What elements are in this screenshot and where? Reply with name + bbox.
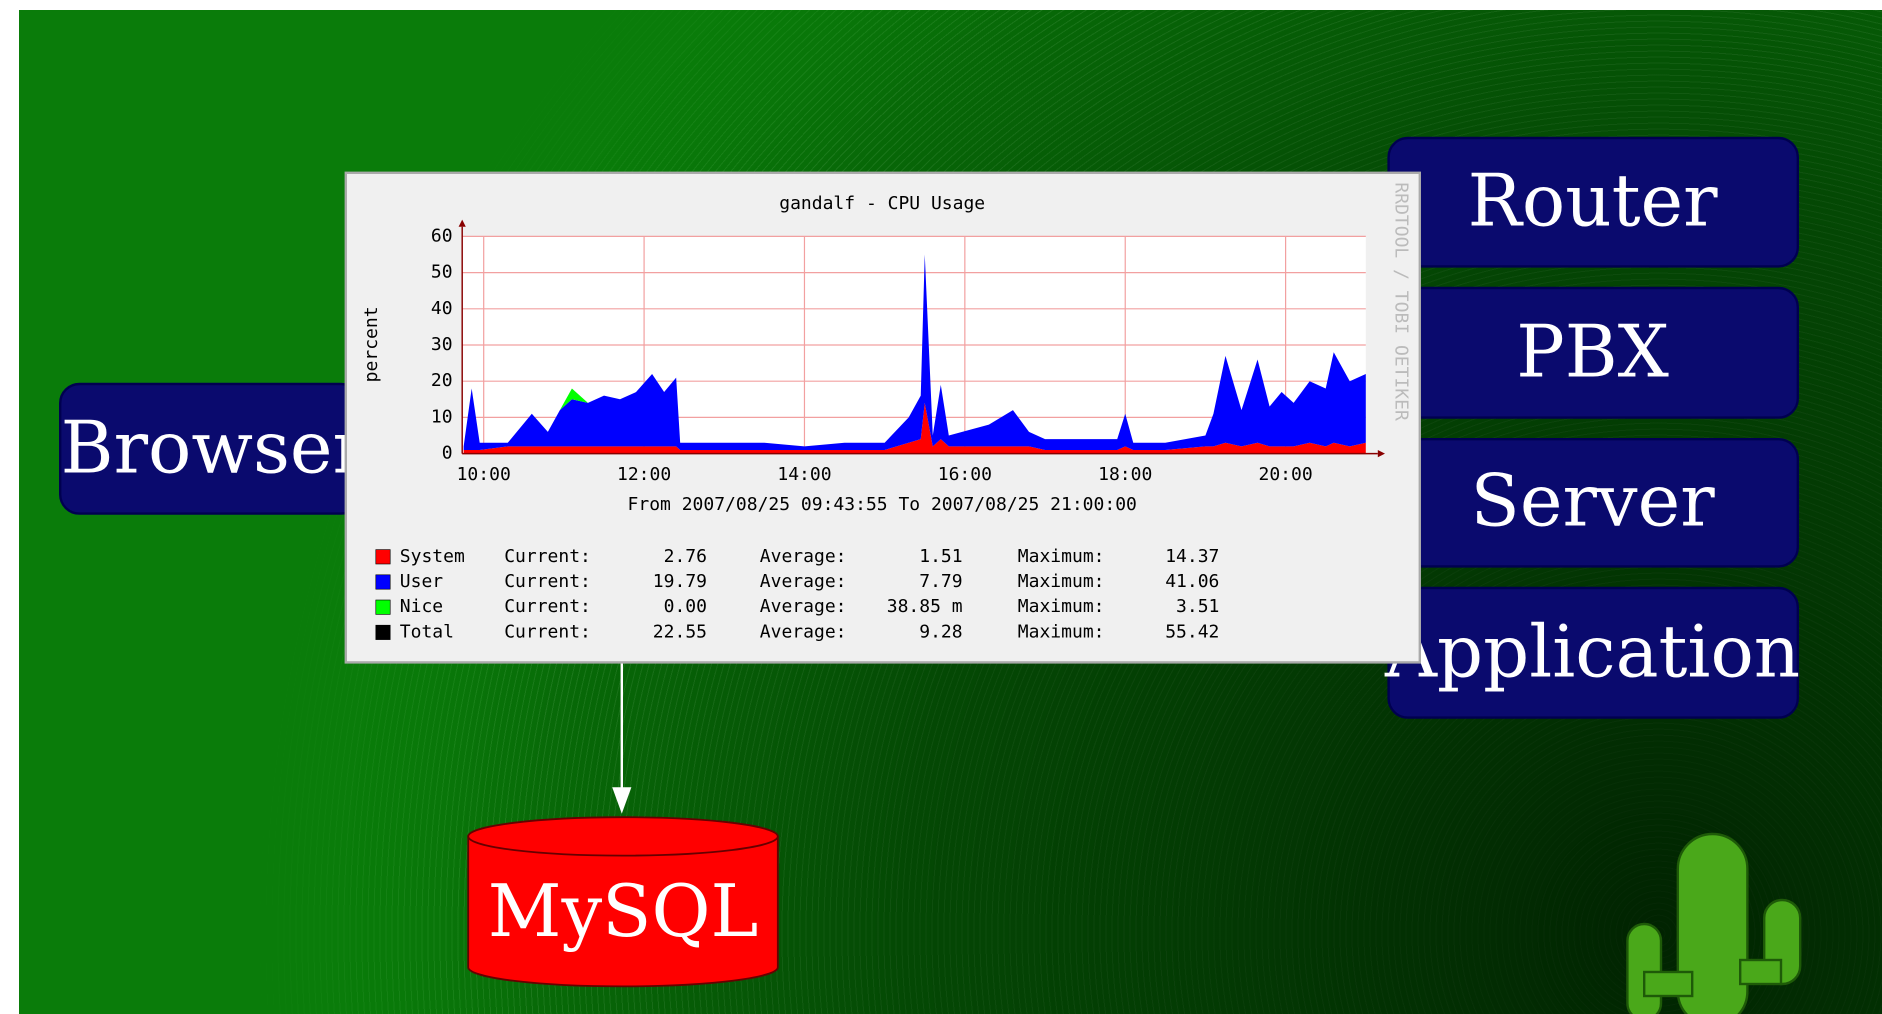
stat-label: Current: xyxy=(504,621,591,642)
x-tick-label: 20:00 xyxy=(1259,464,1313,485)
y-tick-label: 0 xyxy=(442,443,453,464)
legend-label: User xyxy=(400,571,444,592)
stat-label: Maximum: xyxy=(1018,571,1105,592)
y-tick-label: 60 xyxy=(431,225,453,246)
chart-title: gandalf - CPU Usage xyxy=(779,193,985,214)
stat-value: 55.42 xyxy=(1165,621,1219,642)
y-tick-label: 50 xyxy=(431,262,453,283)
stat-value: 14.37 xyxy=(1165,546,1219,567)
stat-value: 38.85 m xyxy=(887,596,963,617)
node-label: PBX xyxy=(1516,310,1669,394)
legend-swatch xyxy=(376,625,390,639)
stat-label: Maximum: xyxy=(1018,621,1105,642)
stat-label: Average: xyxy=(760,621,847,642)
stat-label: Average: xyxy=(760,546,847,567)
cactus xyxy=(1627,834,1800,1014)
chart: gandalf - CPU Usage percent From 2007/08… xyxy=(346,173,1420,663)
page: Browser Router PBX Server Application My… xyxy=(0,0,1882,1014)
x-tick-label: 14:00 xyxy=(777,464,831,485)
legend-swatch xyxy=(376,550,390,564)
stat-value: 9.28 xyxy=(919,621,962,642)
stat-value: 22.55 xyxy=(653,621,707,642)
watermark: RRDTOOL / TOBI OETIKER xyxy=(1391,182,1412,421)
stat-value: 2.76 xyxy=(664,546,707,567)
stat-value: 41.06 xyxy=(1165,571,1219,592)
y-axis-label: percent xyxy=(361,306,382,382)
stat-label: Current: xyxy=(504,596,591,617)
stat-value: 7.79 xyxy=(919,571,962,592)
stat-label: Maximum: xyxy=(1018,546,1105,567)
stat-label: Current: xyxy=(504,546,591,567)
stat-value: 3.51 xyxy=(1176,596,1219,617)
x-tick-label: 16:00 xyxy=(938,464,992,485)
node-label: Router xyxy=(1468,158,1718,242)
y-tick-label: 10 xyxy=(431,406,453,427)
legend-swatch xyxy=(376,575,390,589)
stat-label: Current: xyxy=(504,571,591,592)
arrow-head xyxy=(612,787,631,813)
node-label: Server xyxy=(1471,458,1716,542)
node-label: Browser xyxy=(61,406,368,490)
stat-value: 19.79 xyxy=(653,571,707,592)
slide: Browser Router PBX Server Application My… xyxy=(0,0,1882,1014)
db-top xyxy=(468,817,778,855)
legend-label: System xyxy=(400,546,465,567)
node-label: Application xyxy=(1384,610,1800,694)
x-tick-label: 10:00 xyxy=(457,464,511,485)
node-label: MySQL xyxy=(488,869,759,953)
legend-swatch xyxy=(376,600,390,614)
x-tick-label: 18:00 xyxy=(1098,464,1152,485)
stat-value: 1.51 xyxy=(919,546,962,567)
stat-value: 0.00 xyxy=(664,596,707,617)
y-tick-label: 40 xyxy=(431,298,453,319)
stat-label: Average: xyxy=(760,571,847,592)
y-tick-label: 30 xyxy=(431,334,453,355)
legend-label: Total xyxy=(400,621,454,642)
stat-label: Average: xyxy=(760,596,847,617)
chart-subtitle: From 2007/08/25 09:43:55 To 2007/08/25 2… xyxy=(628,494,1137,515)
y-tick-label: 20 xyxy=(431,370,453,391)
x-tick-label: 12:00 xyxy=(617,464,671,485)
stat-label: Maximum: xyxy=(1018,596,1105,617)
legend-label: Nice xyxy=(400,596,443,617)
